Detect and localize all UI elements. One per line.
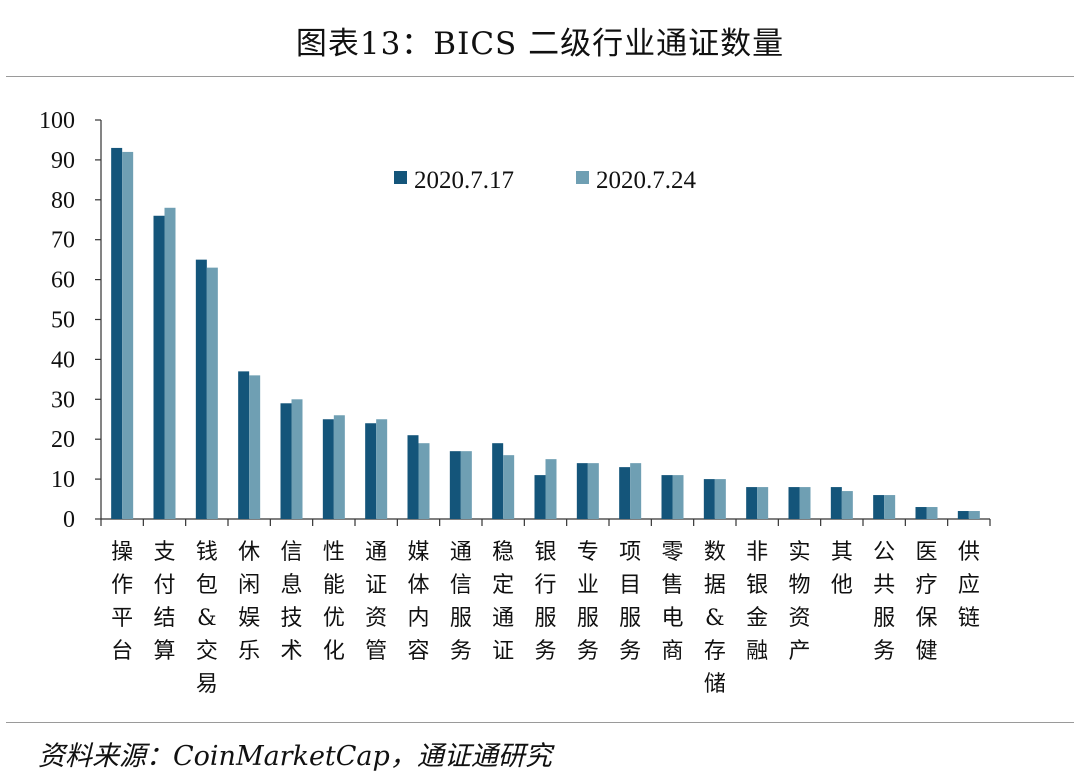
category-label: 通信服务 bbox=[450, 540, 472, 664]
title-divider bbox=[6, 76, 1074, 77]
category-label: 专业服务 bbox=[577, 540, 599, 664]
bar-series-2 bbox=[968, 511, 980, 519]
category-label: 项目服务 bbox=[619, 540, 641, 664]
bar-series-2 bbox=[926, 507, 938, 519]
bar-series-1 bbox=[280, 403, 292, 519]
bar-series-1 bbox=[492, 443, 504, 519]
bar-series-2 bbox=[249, 375, 261, 519]
y-tick-label: 30 bbox=[51, 387, 75, 413]
bar-series-2 bbox=[291, 399, 303, 519]
category-label: 供应链 bbox=[958, 540, 980, 631]
x-axis bbox=[100, 518, 991, 526]
bar-series-1 bbox=[153, 215, 165, 519]
bar-series-1 bbox=[576, 463, 588, 519]
bar-series-1 bbox=[111, 147, 123, 519]
category-label: 稳定通证 bbox=[492, 540, 514, 664]
category-label: 医疗保健 bbox=[915, 540, 937, 664]
y-tick-label: 90 bbox=[51, 148, 75, 174]
category-label: 钱包&交易 bbox=[196, 540, 218, 697]
y-axis: 0 10 20 30 40 50 60 70 80 90 100 bbox=[39, 108, 102, 533]
source-note: 资料来源：CoinMarketCap，通证通研究 bbox=[38, 741, 552, 772]
bar-series-1 bbox=[534, 475, 546, 519]
y-tick-label: 60 bbox=[51, 268, 75, 294]
category-label: 零售电商 bbox=[661, 540, 683, 664]
category-label: 通证资管 bbox=[365, 540, 387, 664]
bar-series-1 bbox=[703, 479, 715, 519]
bars bbox=[111, 147, 980, 520]
bar-series-1 bbox=[746, 487, 758, 519]
bar-series-2 bbox=[376, 419, 388, 519]
legend-label: 2020.7.24 bbox=[596, 167, 697, 194]
bar-series-2 bbox=[206, 267, 218, 519]
legend-swatch bbox=[576, 171, 589, 184]
category-labels: 操作平台支付结算钱包&交易休闲娱乐信息技术性能优化通证资管媒体内容通信服务稳定通… bbox=[111, 540, 980, 697]
legend-swatch bbox=[394, 171, 407, 184]
category-label: 非银金融 bbox=[746, 540, 768, 664]
bar-series-2 bbox=[714, 479, 726, 519]
bar-series-1 bbox=[661, 475, 673, 519]
bar-series-2 bbox=[587, 463, 599, 519]
bar-series-1 bbox=[449, 451, 461, 519]
category-label: 支付结算 bbox=[153, 540, 175, 664]
bar-series-2 bbox=[460, 451, 472, 519]
category-label: 公共服务 bbox=[873, 540, 895, 664]
category-label: 其他 bbox=[831, 540, 853, 598]
bar-series-2 bbox=[884, 495, 896, 519]
legend: 2020.7.17 2020.7.24 bbox=[394, 167, 697, 194]
category-label: 性能优化 bbox=[323, 540, 345, 664]
bar-series-1 bbox=[407, 435, 419, 519]
bar-series-1 bbox=[788, 487, 800, 519]
y-tick-label: 40 bbox=[51, 347, 75, 373]
bar-series-2 bbox=[841, 491, 853, 519]
bar-series-1 bbox=[619, 467, 631, 519]
bar-series-1 bbox=[873, 495, 885, 519]
bar-series-2 bbox=[545, 459, 557, 519]
y-tick-label: 80 bbox=[51, 188, 75, 214]
y-tick-label: 70 bbox=[51, 228, 75, 254]
y-tick-label: 50 bbox=[51, 308, 75, 334]
bar-series-2 bbox=[418, 443, 430, 519]
legend-label: 2020.7.17 bbox=[414, 167, 514, 194]
bar-series-2 bbox=[630, 463, 642, 519]
category-label: 数据&存储 bbox=[704, 540, 726, 697]
category-label: 媒体内容 bbox=[407, 540, 429, 664]
bar-series-1 bbox=[830, 487, 842, 519]
source-divider bbox=[6, 722, 1074, 723]
bar-series-2 bbox=[672, 475, 684, 519]
category-label: 休闲娱乐 bbox=[238, 540, 260, 664]
chart-title: 图表13：BICS 二级行业通证数量 bbox=[295, 26, 785, 62]
bar-chart: 0 10 20 30 40 50 60 70 80 90 100 操作平台支付结算钱包&交易休闲娱乐… bbox=[39, 108, 991, 697]
bar-series-2 bbox=[757, 487, 769, 519]
bar-series-2 bbox=[503, 455, 515, 519]
bar-series-1 bbox=[238, 371, 250, 519]
y-tick-label: 20 bbox=[51, 427, 75, 453]
category-label: 操作平台 bbox=[111, 540, 133, 664]
category-label: 信息技术 bbox=[280, 540, 302, 664]
bar-series-2 bbox=[164, 207, 176, 519]
bar-series-1 bbox=[322, 419, 334, 519]
category-label: 银行服务 bbox=[534, 540, 556, 664]
bar-series-2 bbox=[333, 415, 345, 519]
bar-series-1 bbox=[915, 507, 927, 519]
bar-series-2 bbox=[122, 151, 134, 520]
y-tick-label: 10 bbox=[51, 467, 75, 493]
category-label: 实物资产 bbox=[788, 540, 810, 664]
bar-series-2 bbox=[799, 487, 811, 519]
bar-series-1 bbox=[365, 423, 377, 519]
bar-series-1 bbox=[195, 259, 207, 519]
bar-series-1 bbox=[957, 511, 969, 519]
y-tick-label: 100 bbox=[39, 108, 75, 134]
y-tick-label: 0 bbox=[63, 507, 75, 533]
